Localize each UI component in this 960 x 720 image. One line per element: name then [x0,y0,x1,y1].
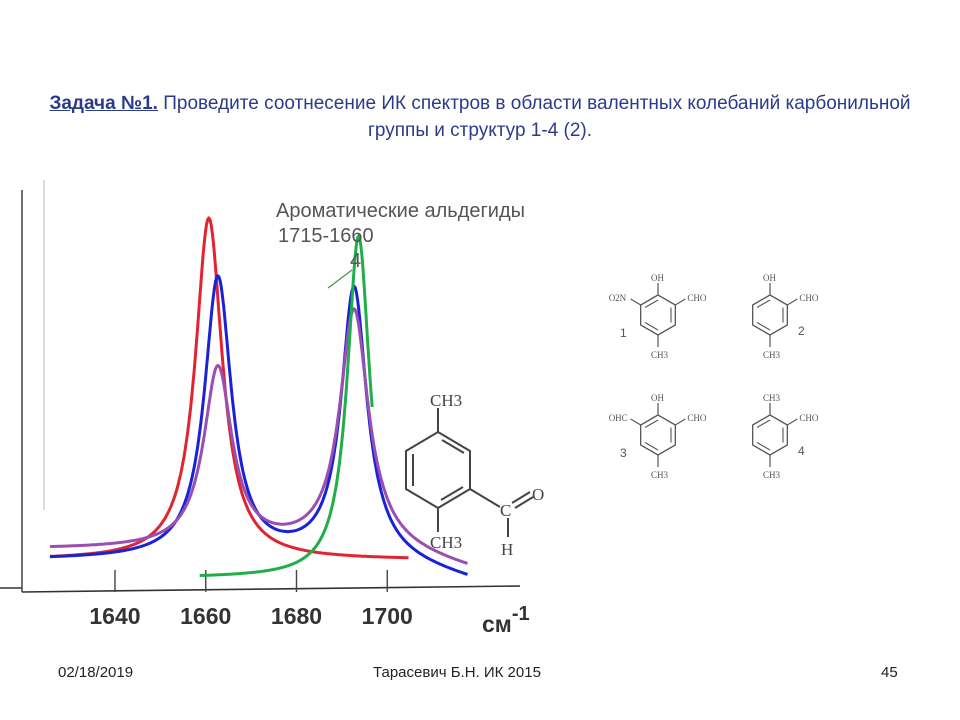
substituent-left: OHC [609,413,628,423]
ring-double-bond [644,322,659,331]
benzene-ring [405,430,471,510]
structure-number: 1 [620,326,627,340]
x-tick-label: 1680 [271,603,322,629]
x-ticks: 1640 1660 1680 1700 [89,570,413,629]
ring-double-bond [644,442,659,451]
x-tick-label: 1700 [362,603,413,629]
substituent-top: OH [651,273,664,283]
x-tick-label: 1640 [89,603,140,629]
substituent-right: CHO [687,293,707,303]
spectrum-series-3 [49,307,468,565]
main-top-methyl: CH3 [430,391,462,410]
bond-left [630,418,641,426]
structure-1: OH CH3 CHO O2N 1 [609,273,707,360]
ring-double-bond [644,419,659,428]
ring-double-bond [756,322,771,331]
main-aldehyde-c: C [500,501,511,520]
spectrum-curves [49,216,468,577]
substituent-bottom: CH3 [763,350,781,360]
annotation-line1: Ароматические альдегиды [276,200,525,222]
ring-double-bond-2 [440,486,464,501]
x-tick-label: 1660 [180,603,231,629]
substituent-right: CHO [687,413,707,423]
ring-double-bond [644,299,659,308]
structure-4: CH3 CH3 CHO 4 [752,393,819,480]
substituent-top: OH [763,273,776,283]
substituent-bottom: CH3 [651,470,669,480]
footer-author: Тарасевич Б.Н. ИК 2015 [373,664,541,681]
main-bottom-methyl: CH3 [430,533,462,552]
bond-left [630,298,641,306]
substituent-left: O2N [609,293,627,303]
structure-number: 4 [798,444,805,458]
footer-date: 02/18/2019 [58,664,134,681]
main-aldehyde-h: H [501,540,513,559]
x-axis-unit-sup: -1 [512,603,530,625]
substituent-right: CHO [799,293,819,303]
ring-double-bond [756,442,771,451]
annotation-pointer [327,269,353,289]
spectrum-series-4 [199,234,374,577]
structure-2: OH CH3 CHO 2 [752,273,819,360]
substituent-top: CH3 [763,393,781,403]
x-axis [21,585,521,593]
x-axis-unit: см [482,611,512,637]
benzene-ring [752,414,788,456]
substituent-bottom: CH3 [763,470,781,480]
benzene-ring [640,414,676,456]
ring-double-bond [756,419,771,428]
slide-title: Задача №1. Проведите соотнесение ИК спек… [40,90,920,144]
curve-label-4: 4 [350,250,361,272]
ring-double-bond-1 [441,439,465,454]
task-text: Проведите соотнесение ИК спектров в обла… [163,93,911,141]
bond-right [675,298,686,306]
page-number: 45 [881,664,898,681]
bond-right [675,418,686,426]
bond-right [787,418,798,426]
annotation-line2: 1715-1660 [278,225,374,247]
ring-double-bond [756,299,771,308]
benzene-ring [640,294,676,336]
aldehyde-c-o-bond-b [514,496,534,509]
aldehyde-c-o-bond-a [511,491,531,504]
ir-spectrum-chart: 1640 1660 1680 1700 Ароматические альдегиды… [0,180,544,637]
benzene-ring [752,294,788,336]
substituent-top: OH [651,393,664,403]
main-aldehyde-structure [405,408,534,537]
structure-number: 2 [798,324,805,338]
task-label: Задача №1. [49,93,158,114]
structure-number: 3 [620,446,627,460]
main-aldehyde-o: O [532,485,544,504]
substituent-right: CHO [799,413,819,423]
bond-right [787,298,798,306]
structure-3: OH CH3 CHO OHC 3 [609,393,707,480]
bond-to-aldehyde [469,488,501,508]
substituent-bottom: CH3 [651,350,669,360]
x-axis-label: см-1 [482,603,530,637]
